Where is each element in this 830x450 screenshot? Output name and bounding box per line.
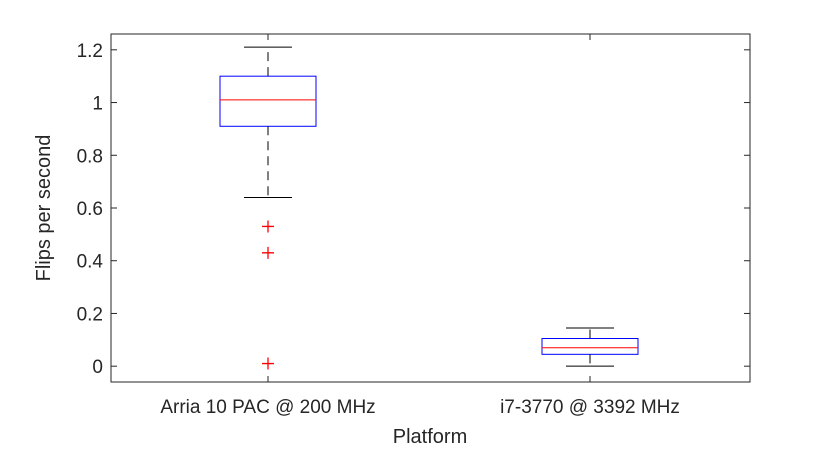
box-group bbox=[541, 327, 639, 367]
y-axis-label: Flips per second bbox=[33, 135, 55, 282]
x-axis-categories: Arria 10 PAC @ 200 MHz i7-3770 @ 3392 MHz bbox=[160, 34, 680, 418]
outlier-marker bbox=[262, 357, 274, 370]
box-group bbox=[219, 46, 317, 370]
y-tick-label: 0.6 bbox=[77, 199, 103, 220]
box-iqr bbox=[219, 75, 317, 127]
y-tick-label: 0.2 bbox=[77, 304, 103, 325]
plot-area bbox=[110, 33, 751, 383]
y-tick-label: 1.2 bbox=[77, 41, 103, 62]
y-tick-label: 0.4 bbox=[77, 252, 104, 273]
y-tick-label: 0.8 bbox=[77, 146, 103, 167]
outlier-marker bbox=[262, 220, 274, 233]
x-axis-label: Platform bbox=[393, 426, 467, 448]
x-category-label: Arria 10 PAC @ 200 MHz bbox=[160, 397, 375, 418]
y-tick-label: 1 bbox=[92, 94, 103, 115]
x-category-label: i7-3770 @ 3392 MHz bbox=[500, 397, 680, 418]
boxplot-marks bbox=[219, 46, 639, 370]
y-axis-ticks: 0 0.2 0.4 0.6 0.8 1 1.2 bbox=[77, 41, 750, 378]
y-tick-label: 0 bbox=[92, 357, 103, 378]
outlier-marker bbox=[262, 246, 274, 259]
box-iqr bbox=[541, 338, 639, 355]
